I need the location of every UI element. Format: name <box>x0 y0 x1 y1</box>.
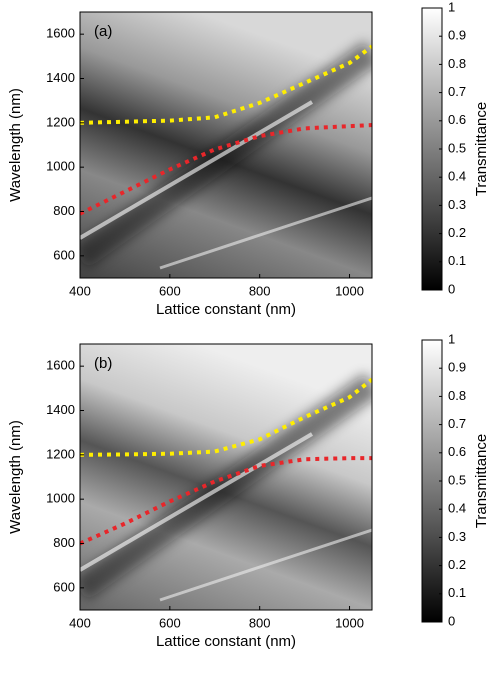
colorbar-tick-label: 0.3 <box>448 197 466 212</box>
y-tick-label: 1600 <box>46 26 75 41</box>
colorbar-tick-label: 0.2 <box>448 557 466 572</box>
colorbar-tick-label: 0 <box>448 281 455 296</box>
axes-frame <box>79 11 373 279</box>
colorbar-tick-label: 0.9 <box>448 360 466 375</box>
y-tick-label: 800 <box>53 535 75 550</box>
colorbar-tick-label: 0.7 <box>448 416 466 431</box>
colorbar-tick-label: 0.1 <box>448 585 466 600</box>
dotted-curve <box>80 44 372 125</box>
y-tick-label: 1200 <box>46 114 75 129</box>
colorbar-tick-label: 0.8 <box>448 388 466 403</box>
colorbar-tick-label: 1 <box>448 0 455 14</box>
heatmap-band <box>80 432 314 572</box>
x-tick-label: 800 <box>249 283 271 298</box>
x-tick-label: 400 <box>69 615 91 630</box>
heatmap-band <box>80 100 314 240</box>
y-tick-label: 1600 <box>46 358 75 373</box>
colorbar-tick-label: 0.9 <box>448 28 466 43</box>
panel-label: (b) <box>94 355 112 372</box>
colorbar-tick-label: 0.3 <box>448 529 466 544</box>
colorbar-tick-label: 0 <box>448 613 455 628</box>
heatmap-band <box>80 41 372 269</box>
colorbar-tick-label: 0.4 <box>448 501 466 516</box>
dotted-curve <box>80 123 372 216</box>
x-tick-label: 600 <box>159 615 181 630</box>
plot-area <box>80 344 372 610</box>
colorbar-tick-label: 0.8 <box>448 56 466 71</box>
x-tick-label: 1000 <box>335 283 364 298</box>
colorbar-tick-label: 0.6 <box>448 112 466 127</box>
panel-label: (a) <box>94 23 112 40</box>
dotted-curve <box>80 456 372 546</box>
colorbar-tick-label: 0.1 <box>448 253 466 268</box>
y-tick-label: 1200 <box>46 446 75 461</box>
plot-area <box>80 12 372 278</box>
colorbar-label: Transmittance <box>473 434 490 528</box>
y-axis-label: Wavelength (nm) <box>7 88 24 202</box>
colorbar-tick-label: 0.4 <box>448 169 466 184</box>
colorbar-tick-label: 0.2 <box>448 225 466 240</box>
colorbar-tick-label: 0.6 <box>448 444 466 459</box>
colorbar-tick-label: 0.7 <box>448 84 466 99</box>
heatmap-band <box>159 196 372 270</box>
y-tick-label: 1400 <box>46 70 75 85</box>
heatmap-band <box>159 528 372 602</box>
y-tick-label: 800 <box>53 203 75 218</box>
x-tick-label: 600 <box>159 283 181 298</box>
x-tick-label: 800 <box>249 615 271 630</box>
axes-frame <box>79 343 373 611</box>
dotted-curve <box>80 377 372 457</box>
x-axis-label: Lattice constant (nm) <box>156 301 296 318</box>
x-axis-label: Lattice constant (nm) <box>156 633 296 650</box>
y-tick-label: 600 <box>53 579 75 594</box>
y-tick-label: 1000 <box>46 159 75 174</box>
colorbar-tick-label: 0.5 <box>448 472 466 487</box>
x-tick-label: 400 <box>69 283 91 298</box>
y-tick-label: 600 <box>53 247 75 262</box>
colorbar-tick-label: 0.5 <box>448 140 466 155</box>
x-tick-label: 1000 <box>335 615 364 630</box>
heatmap-band <box>80 373 372 601</box>
colorbar-label: Transmittance <box>473 102 490 196</box>
y-tick-label: 1400 <box>46 402 75 417</box>
y-axis-label: Wavelength (nm) <box>7 420 24 534</box>
y-tick-label: 1000 <box>46 491 75 506</box>
colorbar-tick-label: 1 <box>448 331 455 346</box>
